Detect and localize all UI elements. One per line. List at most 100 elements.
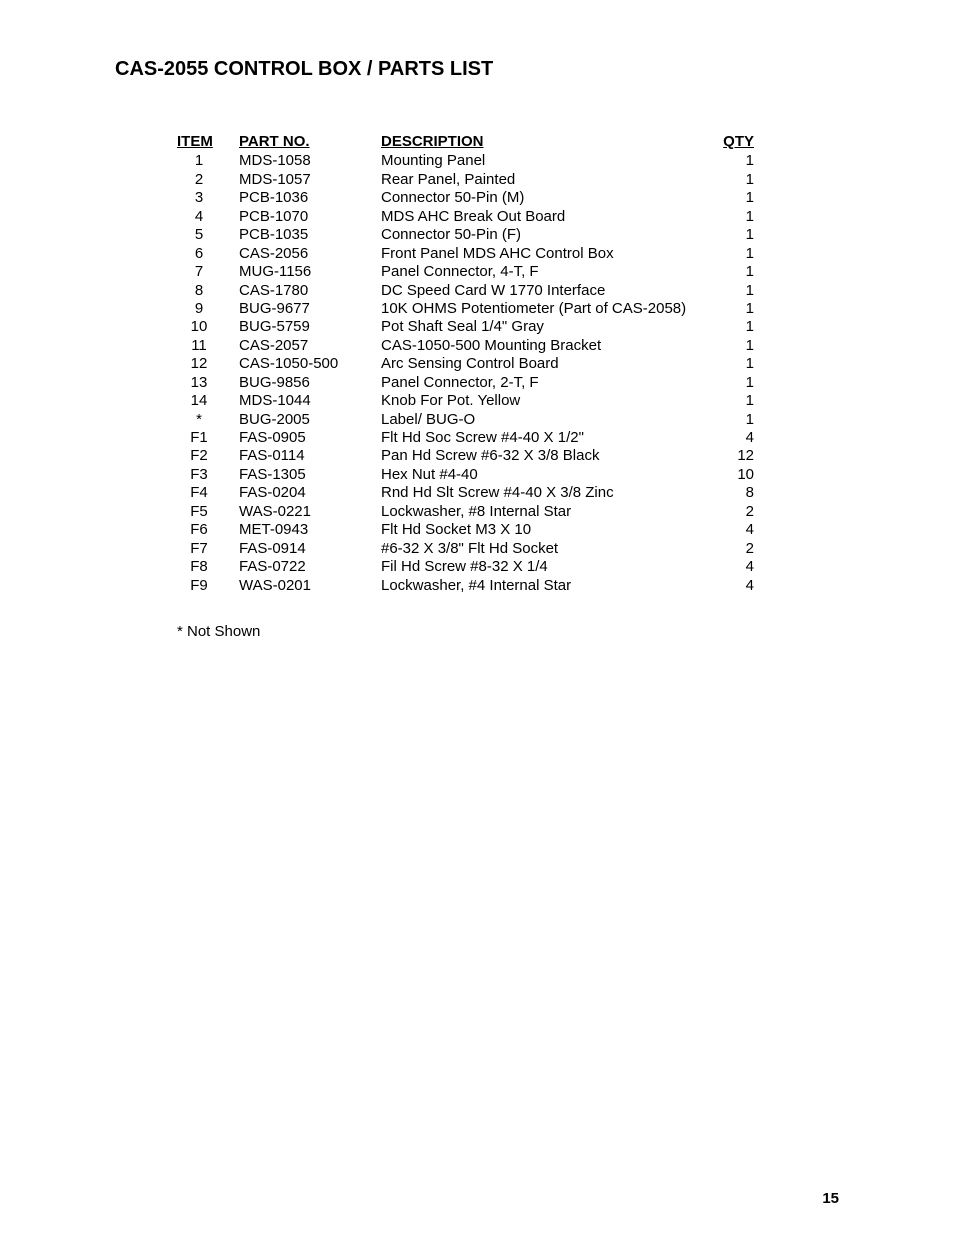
cell-part-no: CAS-2057 xyxy=(239,337,381,355)
cell-item: F1 xyxy=(177,429,239,447)
table-row: F9WAS-0201Lockwasher, #4 Internal Star4 xyxy=(177,577,839,595)
cell-description: MDS AHC Break Out Board xyxy=(381,208,716,226)
cell-item: F3 xyxy=(177,466,239,484)
table-row: 12CAS-1050-500Arc Sensing Control Board1 xyxy=(177,355,839,373)
table-row: 3PCB-1036Connector 50-Pin (M)1 xyxy=(177,189,839,207)
cell-qty: 4 xyxy=(716,429,754,447)
cell-part-no: MDS-1058 xyxy=(239,152,381,170)
cell-description: Arc Sensing Control Board xyxy=(381,355,716,373)
cell-part-no: PCB-1070 xyxy=(239,208,381,226)
cell-qty: 1 xyxy=(716,171,754,189)
cell-qty: 1 xyxy=(716,300,754,318)
cell-part-no: FAS-0914 xyxy=(239,540,381,558)
cell-qty: 1 xyxy=(716,245,754,263)
cell-qty: 1 xyxy=(716,263,754,281)
cell-part-no: BUG-9856 xyxy=(239,374,381,392)
header-item: ITEM xyxy=(177,133,239,151)
cell-description: Pan Hd Screw #6-32 X 3/8 Black xyxy=(381,447,716,465)
cell-part-no: MDS-1044 xyxy=(239,392,381,410)
table-row: F7FAS-0914#6-32 X 3/8" Flt Hd Socket2 xyxy=(177,540,839,558)
cell-description: Rnd Hd Slt Screw #4-40 X 3/8 Zinc xyxy=(381,484,716,502)
table-row: 8CAS-1780DC Speed Card W 1770 Interface1 xyxy=(177,282,839,300)
cell-item: 5 xyxy=(177,226,239,244)
table-row: 14MDS-1044Knob For Pot. Yellow1 xyxy=(177,392,839,410)
table-row: 11CAS-2057CAS-1050-500 Mounting Bracket1 xyxy=(177,337,839,355)
cell-description: Rear Panel, Painted xyxy=(381,171,716,189)
cell-part-no: PCB-1035 xyxy=(239,226,381,244)
cell-part-no: FAS-0204 xyxy=(239,484,381,502)
cell-item: 14 xyxy=(177,392,239,410)
cell-description: Flt Hd Soc Screw #4-40 X 1/2" xyxy=(381,429,716,447)
cell-qty: 1 xyxy=(716,392,754,410)
cell-description: Label/ BUG-O xyxy=(381,411,716,429)
cell-item: 7 xyxy=(177,263,239,281)
cell-qty: 4 xyxy=(716,521,754,539)
cell-qty: 4 xyxy=(716,577,754,595)
cell-part-no: BUG-9677 xyxy=(239,300,381,318)
cell-part-no: WAS-0201 xyxy=(239,577,381,595)
table-header-row: ITEM PART NO. DESCRIPTION QTY xyxy=(177,133,839,151)
cell-description: Flt Hd Socket M3 X 10 xyxy=(381,521,716,539)
cell-item: 6 xyxy=(177,245,239,263)
table-row: F5WAS-0221Lockwasher, #8 Internal Star2 xyxy=(177,503,839,521)
cell-part-no: MET-0943 xyxy=(239,521,381,539)
cell-item: 4 xyxy=(177,208,239,226)
cell-qty: 1 xyxy=(716,208,754,226)
header-description: DESCRIPTION xyxy=(381,133,716,151)
cell-description: Hex Nut #4-40 xyxy=(381,466,716,484)
cell-item: 12 xyxy=(177,355,239,373)
cell-item: 10 xyxy=(177,318,239,336)
cell-description: Lockwasher, #8 Internal Star xyxy=(381,503,716,521)
table-row: F1FAS-0905Flt Hd Soc Screw #4-40 X 1/2"4 xyxy=(177,429,839,447)
cell-description: CAS-1050-500 Mounting Bracket xyxy=(381,337,716,355)
table-row: F3FAS-1305Hex Nut #4-4010 xyxy=(177,466,839,484)
cell-item: 1 xyxy=(177,152,239,170)
cell-item: F6 xyxy=(177,521,239,539)
table-row: 2MDS-1057Rear Panel, Painted1 xyxy=(177,171,839,189)
cell-qty: 12 xyxy=(716,447,754,465)
table-row: 5PCB-1035Connector 50-Pin (F)1 xyxy=(177,226,839,244)
cell-part-no: WAS-0221 xyxy=(239,503,381,521)
table-row: *BUG-2005Label/ BUG-O1 xyxy=(177,411,839,429)
table-row: 4PCB-1070MDS AHC Break Out Board1 xyxy=(177,208,839,226)
cell-item: * xyxy=(177,411,239,429)
cell-part-no: CAS-1780 xyxy=(239,282,381,300)
cell-part-no: BUG-2005 xyxy=(239,411,381,429)
cell-description: Panel Connector, 2-T, F xyxy=(381,374,716,392)
cell-item: 2 xyxy=(177,171,239,189)
cell-part-no: MUG-1156 xyxy=(239,263,381,281)
cell-part-no: FAS-0905 xyxy=(239,429,381,447)
cell-description: Pot Shaft Seal 1/4" Gray xyxy=(381,318,716,336)
cell-item: F2 xyxy=(177,447,239,465)
cell-description: Front Panel MDS AHC Control Box xyxy=(381,245,716,263)
cell-description: #6-32 X 3/8" Flt Hd Socket xyxy=(381,540,716,558)
cell-qty: 1 xyxy=(716,411,754,429)
cell-description: 10K OHMS Potentiometer (Part of CAS-2058… xyxy=(381,300,716,318)
cell-part-no: FAS-0114 xyxy=(239,447,381,465)
table-row: 1MDS-1058Mounting Panel1 xyxy=(177,152,839,170)
cell-qty: 1 xyxy=(716,282,754,300)
cell-item: 3 xyxy=(177,189,239,207)
cell-qty: 1 xyxy=(716,226,754,244)
cell-part-no: FAS-1305 xyxy=(239,466,381,484)
cell-description: Knob For Pot. Yellow xyxy=(381,392,716,410)
cell-item: 8 xyxy=(177,282,239,300)
cell-item: 11 xyxy=(177,337,239,355)
table-body: 1MDS-1058Mounting Panel12MDS-1057Rear Pa… xyxy=(177,152,839,595)
cell-description: Mounting Panel xyxy=(381,152,716,170)
cell-part-no: BUG-5759 xyxy=(239,318,381,336)
cell-description: Lockwasher, #4 Internal Star xyxy=(381,577,716,595)
cell-qty: 1 xyxy=(716,355,754,373)
table-row: 13BUG-9856Panel Connector, 2-T, F1 xyxy=(177,374,839,392)
table-row: 9BUG-967710K OHMS Potentiometer (Part of… xyxy=(177,300,839,318)
cell-item: 13 xyxy=(177,374,239,392)
cell-description: DC Speed Card W 1770 Interface xyxy=(381,282,716,300)
cell-qty: 2 xyxy=(716,540,754,558)
cell-qty: 1 xyxy=(716,152,754,170)
footnote: * Not Shown xyxy=(177,623,839,641)
cell-description: Panel Connector, 4-T, F xyxy=(381,263,716,281)
cell-description: Connector 50-Pin (F) xyxy=(381,226,716,244)
table-row: 7MUG-1156Panel Connector, 4-T, F1 xyxy=(177,263,839,281)
table-row: F6MET-0943Flt Hd Socket M3 X 104 xyxy=(177,521,839,539)
parts-table: ITEM PART NO. DESCRIPTION QTY 1MDS-1058M… xyxy=(177,133,839,641)
